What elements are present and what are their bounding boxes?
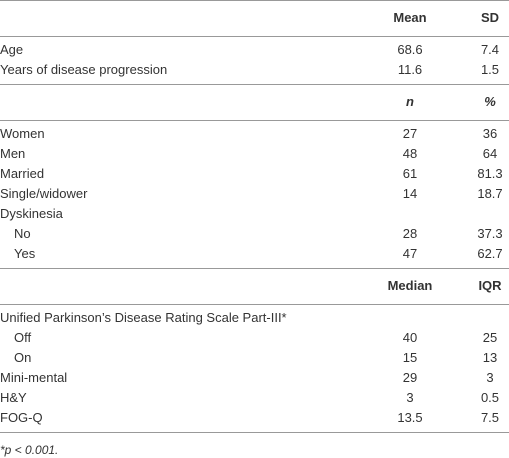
cell: 64 [482,146,498,161]
cell: 0.5 [480,390,500,405]
row-label: Yes [14,246,36,261]
row-label: Unified Parkinson’s Disease Rating Scale… [0,310,287,325]
rule [0,0,509,1]
footnote: *p < 0.001. [0,443,59,457]
cell: 7.5 [480,410,500,425]
rule [0,84,509,85]
row-label: Off [14,330,32,345]
row-label: Single/widower [0,186,88,201]
cell: 1.5 [480,62,500,77]
cell: 37.3 [477,226,503,241]
cell: 28 [402,226,418,241]
row-label: No [14,226,31,241]
column-header: IQR [478,278,502,293]
cell: 40 [402,330,418,345]
rule [0,120,509,121]
cell: 3 [406,390,414,405]
cell: 61 [402,166,418,181]
cell: 13.5 [397,410,423,425]
cell: 47 [402,246,418,261]
column-header: n [406,94,414,109]
column-header: % [484,94,496,109]
column-header: SD [480,10,500,25]
row-label: Years of disease progression [0,62,168,77]
row-label: H&Y [0,390,27,405]
cell: 25 [482,330,498,345]
row-label: Dyskinesia [0,206,63,221]
cell: 15 [402,350,418,365]
rule [0,304,509,305]
cell: 14 [402,186,418,201]
rule [0,432,509,433]
row-label: Mini-mental [0,370,68,385]
cell: 36 [482,126,498,141]
rule [0,36,509,37]
row-label: Age [0,42,24,57]
cell: 62.7 [477,246,503,261]
cell: 3 [486,370,494,385]
row-label: FOG-Q [0,410,43,425]
cell: 48 [402,146,418,161]
row-label: On [14,350,32,365]
cell: 81.3 [477,166,503,181]
rule [0,268,509,269]
cell: 11.6 [397,62,423,77]
row-label: Married [0,166,45,181]
cell: 68.6 [397,42,423,57]
cell: 27 [402,126,418,141]
cell: 18.7 [477,186,503,201]
row-label: Women [0,126,45,141]
cell: 13 [482,350,498,365]
cell: 29 [402,370,418,385]
cell: 7.4 [480,42,500,57]
column-header: Mean [393,10,427,25]
row-label: Men [0,146,26,161]
column-header: Median [387,278,433,293]
